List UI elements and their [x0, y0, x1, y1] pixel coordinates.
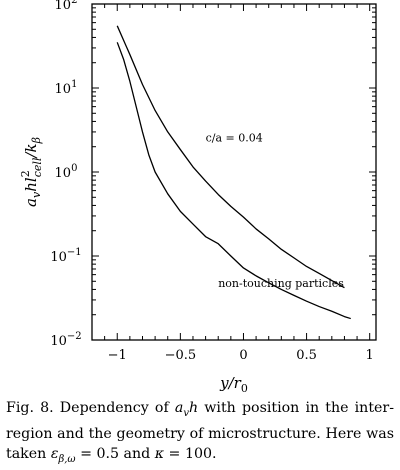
series-layer: [116, 25, 351, 320]
caption-line-1: Fig. 8. Dependency of avh with position …: [6, 400, 394, 419]
axis-ticks: [91, 3, 376, 341]
x-tick-label: −1: [108, 348, 127, 363]
series-line-2: [116, 42, 351, 320]
series-line-1: [116, 25, 345, 289]
y-axis-label: avhl2cell/kβ: [19, 137, 44, 207]
caption-line-2: region and the geometry of microstructur…: [6, 425, 394, 442]
x-tick-label: 0.5: [296, 348, 317, 363]
figure-caption: Fig. 8. Dependency of avh with position …: [6, 398, 394, 470]
y-tick-label: 10−1: [50, 247, 81, 265]
y-tick-label: 100: [55, 163, 78, 181]
annotation-non-touching: non-touching particles: [218, 277, 344, 290]
caption-line-3: taken εβ,ω = 0.5 and κ = 100.: [6, 445, 217, 465]
x-axis-label: y/r0: [219, 374, 248, 395]
y-tick-label: 101: [55, 79, 78, 97]
x-tick-label: −0.5: [165, 348, 197, 363]
y-tick-label: 102: [55, 0, 78, 13]
x-tick-label: 1: [366, 348, 374, 363]
x-tick-labels: −1 −0.5 0 0.5 1: [108, 348, 374, 363]
annotation-ca: c/a = 0.04: [206, 132, 263, 145]
x-tick-label: 0: [239, 348, 247, 363]
chart: −1 −0.5 0 0.5 1 10−2 10−1 100 101 102 c/a = 0.04…: [19, 0, 377, 395]
y-tick-label: 10−2: [50, 331, 81, 349]
y-tick-labels: 10−2 10−1 100 101 102: [50, 0, 81, 349]
